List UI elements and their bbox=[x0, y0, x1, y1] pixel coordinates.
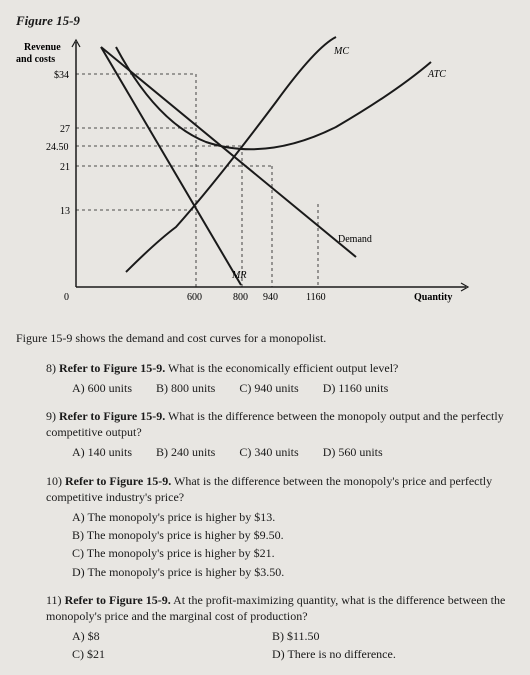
q11-num: 11) bbox=[46, 593, 62, 607]
question-11: 11) Refer to Figure 15-9. At the profit-… bbox=[46, 592, 514, 624]
q8-choice-c: C) 940 units bbox=[239, 380, 322, 396]
ytick-13: 13 bbox=[60, 206, 70, 217]
economics-chart: Revenue and costs $34 27 24.50 21 13 600… bbox=[16, 32, 496, 322]
ytick-21: 21 bbox=[60, 162, 70, 173]
q11-choice-a: A) $8 bbox=[72, 628, 272, 644]
q10-choice-b: B) The monopoly's price is higher by $9.… bbox=[72, 527, 302, 543]
q8-choice-d: D) 1160 units bbox=[323, 380, 413, 396]
q9-choice-a: A) 140 units bbox=[72, 444, 156, 460]
q9-num: 9) bbox=[46, 409, 56, 423]
mr-label: MR bbox=[231, 270, 246, 281]
q9-choice-b: B) 240 units bbox=[156, 444, 239, 460]
q8-refer: Refer to Figure 15-9. bbox=[59, 361, 165, 375]
xtick-1160: 1160 bbox=[306, 292, 326, 303]
q10-num: 10) bbox=[46, 474, 62, 488]
q11-choices: A) $8 B) $11.50 C) $21 D) There is no di… bbox=[72, 628, 514, 662]
y-axis-label: Revenue bbox=[24, 42, 61, 53]
ytick-2450: 24.50 bbox=[46, 142, 69, 153]
q11-choice-d: D) There is no difference. bbox=[272, 646, 512, 662]
q8-choices: A) 600 units B) 800 units C) 940 units D… bbox=[72, 380, 514, 398]
q11-choice-c: C) $21 bbox=[72, 646, 272, 662]
xtick-800: 800 bbox=[233, 292, 248, 303]
q11-refer: Refer to Figure 15-9. bbox=[65, 593, 171, 607]
question-9: 9) Refer to Figure 15-9. What is the dif… bbox=[46, 408, 514, 440]
x-axis-label: Quantity bbox=[414, 292, 452, 303]
chart-container: Revenue and costs $34 27 24.50 21 13 600… bbox=[16, 32, 496, 322]
q8-choice-a: A) 600 units bbox=[72, 380, 156, 396]
q9-choice-d: D) 560 units bbox=[323, 444, 407, 460]
ytick-27: 27 bbox=[60, 124, 70, 135]
q10-choices: A) The monopoly's price is higher by $13… bbox=[72, 509, 514, 582]
y-axis-label-2: and costs bbox=[16, 54, 55, 65]
q8-num: 8) bbox=[46, 361, 56, 375]
origin-label: 0 bbox=[64, 292, 69, 303]
q9-refer: Refer to Figure 15-9. bbox=[59, 409, 165, 423]
xtick-600: 600 bbox=[187, 292, 202, 303]
q9-choices: A) 140 units B) 240 units C) 340 units D… bbox=[72, 444, 514, 462]
q8-text: What is the economically efficient outpu… bbox=[165, 361, 398, 375]
q10-choice-d: D) The monopoly's price is higher by $3.… bbox=[72, 564, 302, 580]
q10-choice-c: C) The monopoly's price is higher by $21… bbox=[72, 545, 302, 561]
question-8: 8) Refer to Figure 15-9. What is the eco… bbox=[46, 360, 514, 376]
figure-title: Figure 15-9 bbox=[16, 12, 514, 30]
figure-caption: Figure 15-9 shows the demand and cost cu… bbox=[16, 330, 514, 346]
q8-choice-b: B) 800 units bbox=[156, 380, 239, 396]
q9-choice-c: C) 340 units bbox=[239, 444, 322, 460]
q11-choice-b: B) $11.50 bbox=[272, 628, 512, 644]
demand-label: Demand bbox=[338, 234, 372, 245]
q10-choice-a: A) The monopoly's price is higher by $13… bbox=[72, 509, 302, 525]
xtick-940: 940 bbox=[263, 292, 278, 303]
question-10: 10) Refer to Figure 15-9. What is the di… bbox=[46, 473, 514, 505]
mc-label: MC bbox=[333, 46, 349, 57]
atc-label: ATC bbox=[427, 69, 446, 80]
q10-refer: Refer to Figure 15-9. bbox=[65, 474, 171, 488]
ytick-34: $34 bbox=[54, 70, 69, 81]
